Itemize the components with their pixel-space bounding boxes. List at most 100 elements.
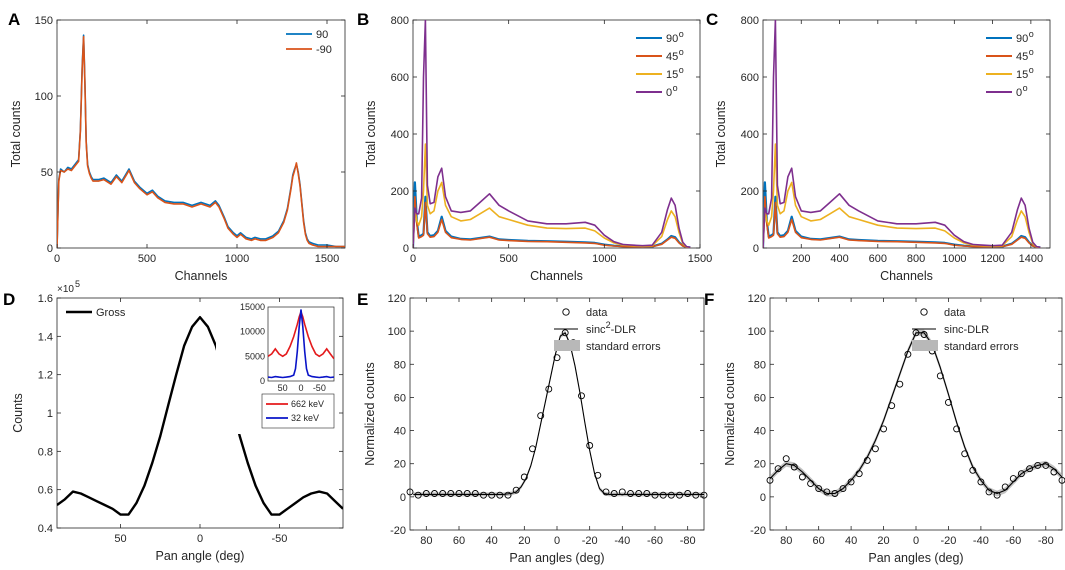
panel-f-fit-line	[770, 332, 1062, 495]
panel-f-data-point	[871, 445, 879, 453]
panel-b-legend-label: 45	[666, 51, 678, 63]
panel-c-legend-degree: o	[1029, 47, 1034, 57]
panel-d-ylabel: Counts	[11, 393, 25, 433]
panel-e-data-point	[561, 329, 569, 337]
panel-b-legend-degree: o	[673, 83, 678, 93]
panel-e-legend-dlr: -DLR	[611, 324, 637, 336]
panel-f-standard-error-band	[770, 329, 1062, 497]
panel-c-legend-label: 0	[1016, 87, 1022, 99]
panel-d-xlabel: Pan angle (deg)	[156, 549, 245, 563]
panel-f-ytick-label: 20	[754, 459, 766, 471]
panel-f-data-point	[1001, 483, 1009, 491]
panel-f-data-point	[839, 485, 847, 493]
panel-f-data-point	[782, 455, 790, 463]
panel-f-data-point	[847, 478, 855, 486]
panel-a-xtick-label: 0	[54, 253, 60, 265]
panel-e-data-point	[422, 490, 430, 497]
panel-e-data-point	[545, 385, 553, 393]
panel-f-data-point	[863, 456, 871, 464]
panel-e-data-point	[643, 490, 651, 497]
panel-f-ytick-label: 80	[754, 359, 766, 371]
panel-c-ylabel: Total counts	[714, 101, 728, 168]
panel-a-xlabel: Channels	[175, 269, 228, 283]
panel-e-ytick-label: 60	[394, 392, 406, 404]
panel-f-data-point	[880, 425, 888, 433]
panel-c-xtick-label: 1400	[1019, 253, 1043, 265]
panel-e-data-point	[684, 490, 692, 497]
chart-panel-b: 0 500 1000 1500 0 200 400 600 800 Channels Total c…	[364, 15, 712, 283]
panel-e-ytick-label: 80	[394, 359, 406, 371]
panel-f-data-point	[969, 466, 977, 474]
panel-b-legend-degree: o	[679, 29, 684, 39]
panel-e-data-point	[553, 354, 561, 362]
panel-e-data-point	[463, 490, 471, 497]
panel-c-series-45-line	[763, 195, 1041, 248]
panel-label-a: A	[8, 10, 20, 29]
panel-f-data-point	[1058, 476, 1065, 484]
panel-b-ytick-label: 400	[391, 129, 409, 141]
panel-e-data-point	[414, 491, 422, 499]
panel-d-xtick-label: 50	[114, 533, 126, 545]
panel-f-data-point	[985, 488, 993, 496]
panel-e-standard-error-band	[413, 330, 704, 497]
panel-f-ytick-label: 40	[754, 426, 766, 438]
panel-e-data-point	[455, 490, 463, 497]
panel-f-data-point	[1034, 461, 1042, 469]
panel-d-ytick-label: 0.6	[38, 485, 53, 497]
panel-a-xtick-label: 500	[138, 253, 156, 265]
panel-f-data-point	[904, 350, 912, 358]
panel-f-data-point	[1042, 461, 1050, 469]
panel-e-ytick-label: -20	[390, 525, 406, 537]
panel-label-c: C	[706, 10, 718, 29]
panel-f-data-point	[912, 329, 920, 337]
panel-d-ytick-label: 1	[47, 408, 53, 420]
panel-f-data-point	[815, 485, 823, 493]
panel-a-ytick-label: 0	[47, 243, 53, 255]
panel-d-inset-legend-box	[261, 393, 335, 429]
panel-e-xtick-label: 20	[518, 535, 530, 547]
panel-e-legend-sinc: sinc	[586, 324, 606, 336]
panel-e-data-point	[431, 490, 438, 497]
panel-e-xtick-label: -40	[614, 535, 630, 547]
panel-e-data-point	[480, 491, 487, 499]
panel-e-data-point	[618, 488, 626, 496]
panel-d-inset-ytick-label: 10000	[240, 327, 265, 337]
panel-c-xlabel: Channels	[880, 269, 933, 283]
panel-c-xtick-label: 1200	[980, 253, 1004, 265]
panel-c-legend-label: 15	[1016, 69, 1028, 81]
panel-d-inset-xtick-label: -50	[313, 383, 326, 393]
panel-e-ytick-label: 20	[394, 459, 406, 471]
panel-e-ytick-label: 0	[400, 492, 406, 504]
panel-b-legend-degree: o	[679, 47, 684, 57]
panel-f-ytick-label: 60	[754, 392, 766, 404]
panel-b-xlabel: Channels	[530, 269, 583, 283]
panel-f-xtick-label: -40	[973, 535, 989, 547]
panel-f-xtick-label: 40	[845, 535, 857, 547]
panel-f-data-point	[920, 331, 928, 338]
panel-a-frame	[56, 19, 346, 249]
panel-f-ytick-label: 100	[748, 326, 766, 338]
panel-e-xtick-label: -80	[680, 535, 696, 547]
panel-e-legend-errors: standard errors	[586, 341, 661, 353]
panel-d-inset-legend-label: 662 keV	[291, 399, 324, 409]
panel-d-inset-ytick-label: 5000	[245, 351, 265, 361]
panel-label-f: F	[704, 290, 714, 309]
panel-f-legend-sinc: sinc-DLR	[944, 324, 989, 336]
panel-c-ytick-label: 200	[741, 186, 759, 198]
panel-c-ytick-label: 400	[741, 129, 759, 141]
panel-e-data-point	[586, 442, 594, 449]
panel-f-data-point	[807, 480, 815, 488]
panel-f-xlabel: Pan angles (deg)	[868, 551, 963, 565]
panel-c-series-15-line	[763, 143, 1041, 248]
panel-b-xtick-label: 1000	[592, 253, 616, 265]
panel-f-data-point	[823, 488, 831, 496]
chart-panel-e: 80 60 40 20 0 -20 -40 -60 -80 -20 0 20 40 60 80 100 120 P…	[363, 293, 708, 565]
panel-e-data-point	[520, 473, 528, 481]
panel-label-e: E	[357, 290, 368, 309]
panel-f-data-point	[936, 372, 944, 380]
panel-c-legend-label: 90	[1016, 33, 1028, 45]
panel-b-xtick-label: 0	[410, 253, 416, 265]
panel-d-legend-label: Gross	[96, 307, 126, 319]
panel-e-data-point	[594, 471, 602, 479]
